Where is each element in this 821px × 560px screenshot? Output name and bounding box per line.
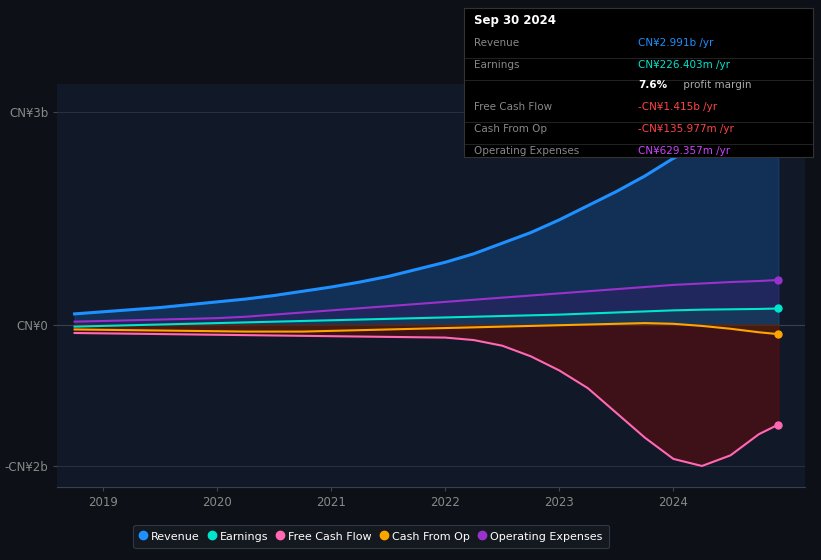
Text: CN¥2.991b /yr: CN¥2.991b /yr [639,38,713,48]
Text: Cash From Op: Cash From Op [475,124,548,134]
Text: CN¥629.357m /yr: CN¥629.357m /yr [639,146,731,156]
Text: profit margin: profit margin [680,80,752,90]
Text: Free Cash Flow: Free Cash Flow [475,102,553,112]
Text: 7.6%: 7.6% [639,80,667,90]
Text: CN¥226.403m /yr: CN¥226.403m /yr [639,60,731,71]
Text: -CN¥1.415b /yr: -CN¥1.415b /yr [639,102,718,112]
Legend: Revenue, Earnings, Free Cash Flow, Cash From Op, Operating Expenses: Revenue, Earnings, Free Cash Flow, Cash … [134,525,609,548]
Text: Operating Expenses: Operating Expenses [475,146,580,156]
Text: Sep 30 2024: Sep 30 2024 [475,15,557,27]
Text: Earnings: Earnings [475,60,520,71]
Text: Revenue: Revenue [475,38,520,48]
Text: -CN¥135.977m /yr: -CN¥135.977m /yr [639,124,734,134]
